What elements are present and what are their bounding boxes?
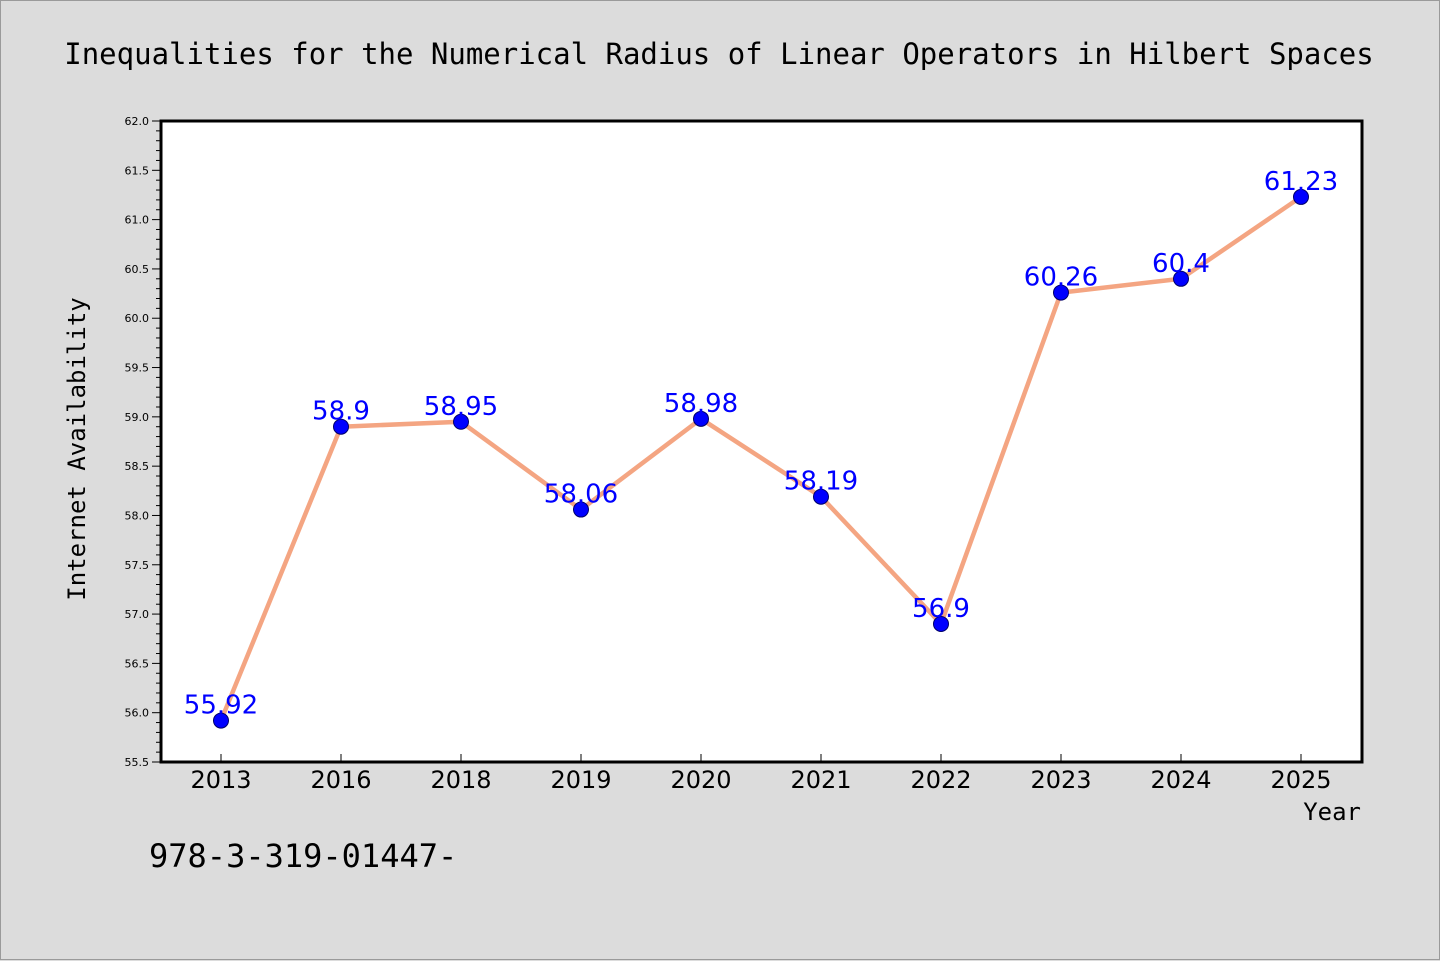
data-label: 58.9 xyxy=(312,397,370,427)
x-tick-label: 2020 xyxy=(670,766,731,794)
y-axis-label: Internet Availability xyxy=(63,297,91,600)
data-markers xyxy=(213,188,1309,729)
x-axis-ticks: 2013 2016 2018 2019 2020 2021 2022 2023 2024 2025 xyxy=(190,754,1332,794)
y-tick-label: 60.0 xyxy=(125,312,150,325)
footer-text: 978-3-319-01447- xyxy=(149,837,457,875)
data-point xyxy=(1173,270,1189,287)
data-label: 61.23 xyxy=(1264,167,1338,197)
x-tick-label: 2023 xyxy=(1030,766,1091,794)
data-label: 58.95 xyxy=(424,392,498,422)
y-tick-label: 61.5 xyxy=(125,164,150,177)
data-label: 55.92 xyxy=(184,691,258,721)
data-point xyxy=(933,615,949,632)
y-tick-label: 59.0 xyxy=(125,411,150,424)
y-tick-label: 59.5 xyxy=(125,362,150,375)
data-point xyxy=(573,501,589,518)
series-line xyxy=(218,194,1304,723)
y-tick-label: 55.5 xyxy=(125,756,150,769)
plot-area xyxy=(161,121,1362,762)
x-tick-label: 2021 xyxy=(790,766,851,794)
y-tick-label: 60.5 xyxy=(125,263,150,276)
y-tick-label: 58.5 xyxy=(125,460,150,473)
data-point xyxy=(213,712,229,729)
y-tick-label: 58.0 xyxy=(125,509,150,522)
y-tick-label: 61.0 xyxy=(125,214,150,227)
y-tick-label: 57.5 xyxy=(125,559,150,572)
data-label: 56.9 xyxy=(912,594,970,624)
data-point xyxy=(1053,284,1069,301)
y-tick-label: 62.0 xyxy=(125,115,150,128)
x-axis-label: Year xyxy=(1303,798,1361,826)
data-label: 58.98 xyxy=(664,389,738,419)
data-point xyxy=(453,413,469,430)
x-tick-label: 2025 xyxy=(1270,766,1331,794)
x-tick-label: 2013 xyxy=(190,766,251,794)
y-tick-label: 57.0 xyxy=(125,608,150,621)
data-point xyxy=(693,410,709,427)
data-label: 58.06 xyxy=(544,480,618,510)
y-tick-label: 56.0 xyxy=(125,707,150,720)
x-tick-label: 2024 xyxy=(1150,766,1211,794)
x-tick-label: 2019 xyxy=(550,766,611,794)
data-point xyxy=(813,488,829,505)
data-label: 60.26 xyxy=(1024,263,1098,293)
data-point xyxy=(333,418,349,435)
chart-title: Inequalities for the Numerical Radius of… xyxy=(64,37,1373,71)
x-tick-label: 2018 xyxy=(430,766,491,794)
y-tick-label: 56.5 xyxy=(125,657,150,670)
x-tick-label: 2016 xyxy=(310,766,371,794)
y-axis-ticks: 55.5 56.0 56.5 57.0 57.5 58.0 58.5 59.0 59.5 60.0… xyxy=(125,115,161,769)
data-label: 60.4 xyxy=(1152,249,1210,279)
x-tick-label: 2022 xyxy=(910,766,971,794)
data-label: 58.19 xyxy=(784,467,858,497)
plot-border xyxy=(159,119,1364,764)
data-labels: 55.92 58.9 58.95 58.06 58.98 58.19 56.9 60.26 60… xyxy=(184,167,1338,721)
data-point xyxy=(1293,188,1309,205)
